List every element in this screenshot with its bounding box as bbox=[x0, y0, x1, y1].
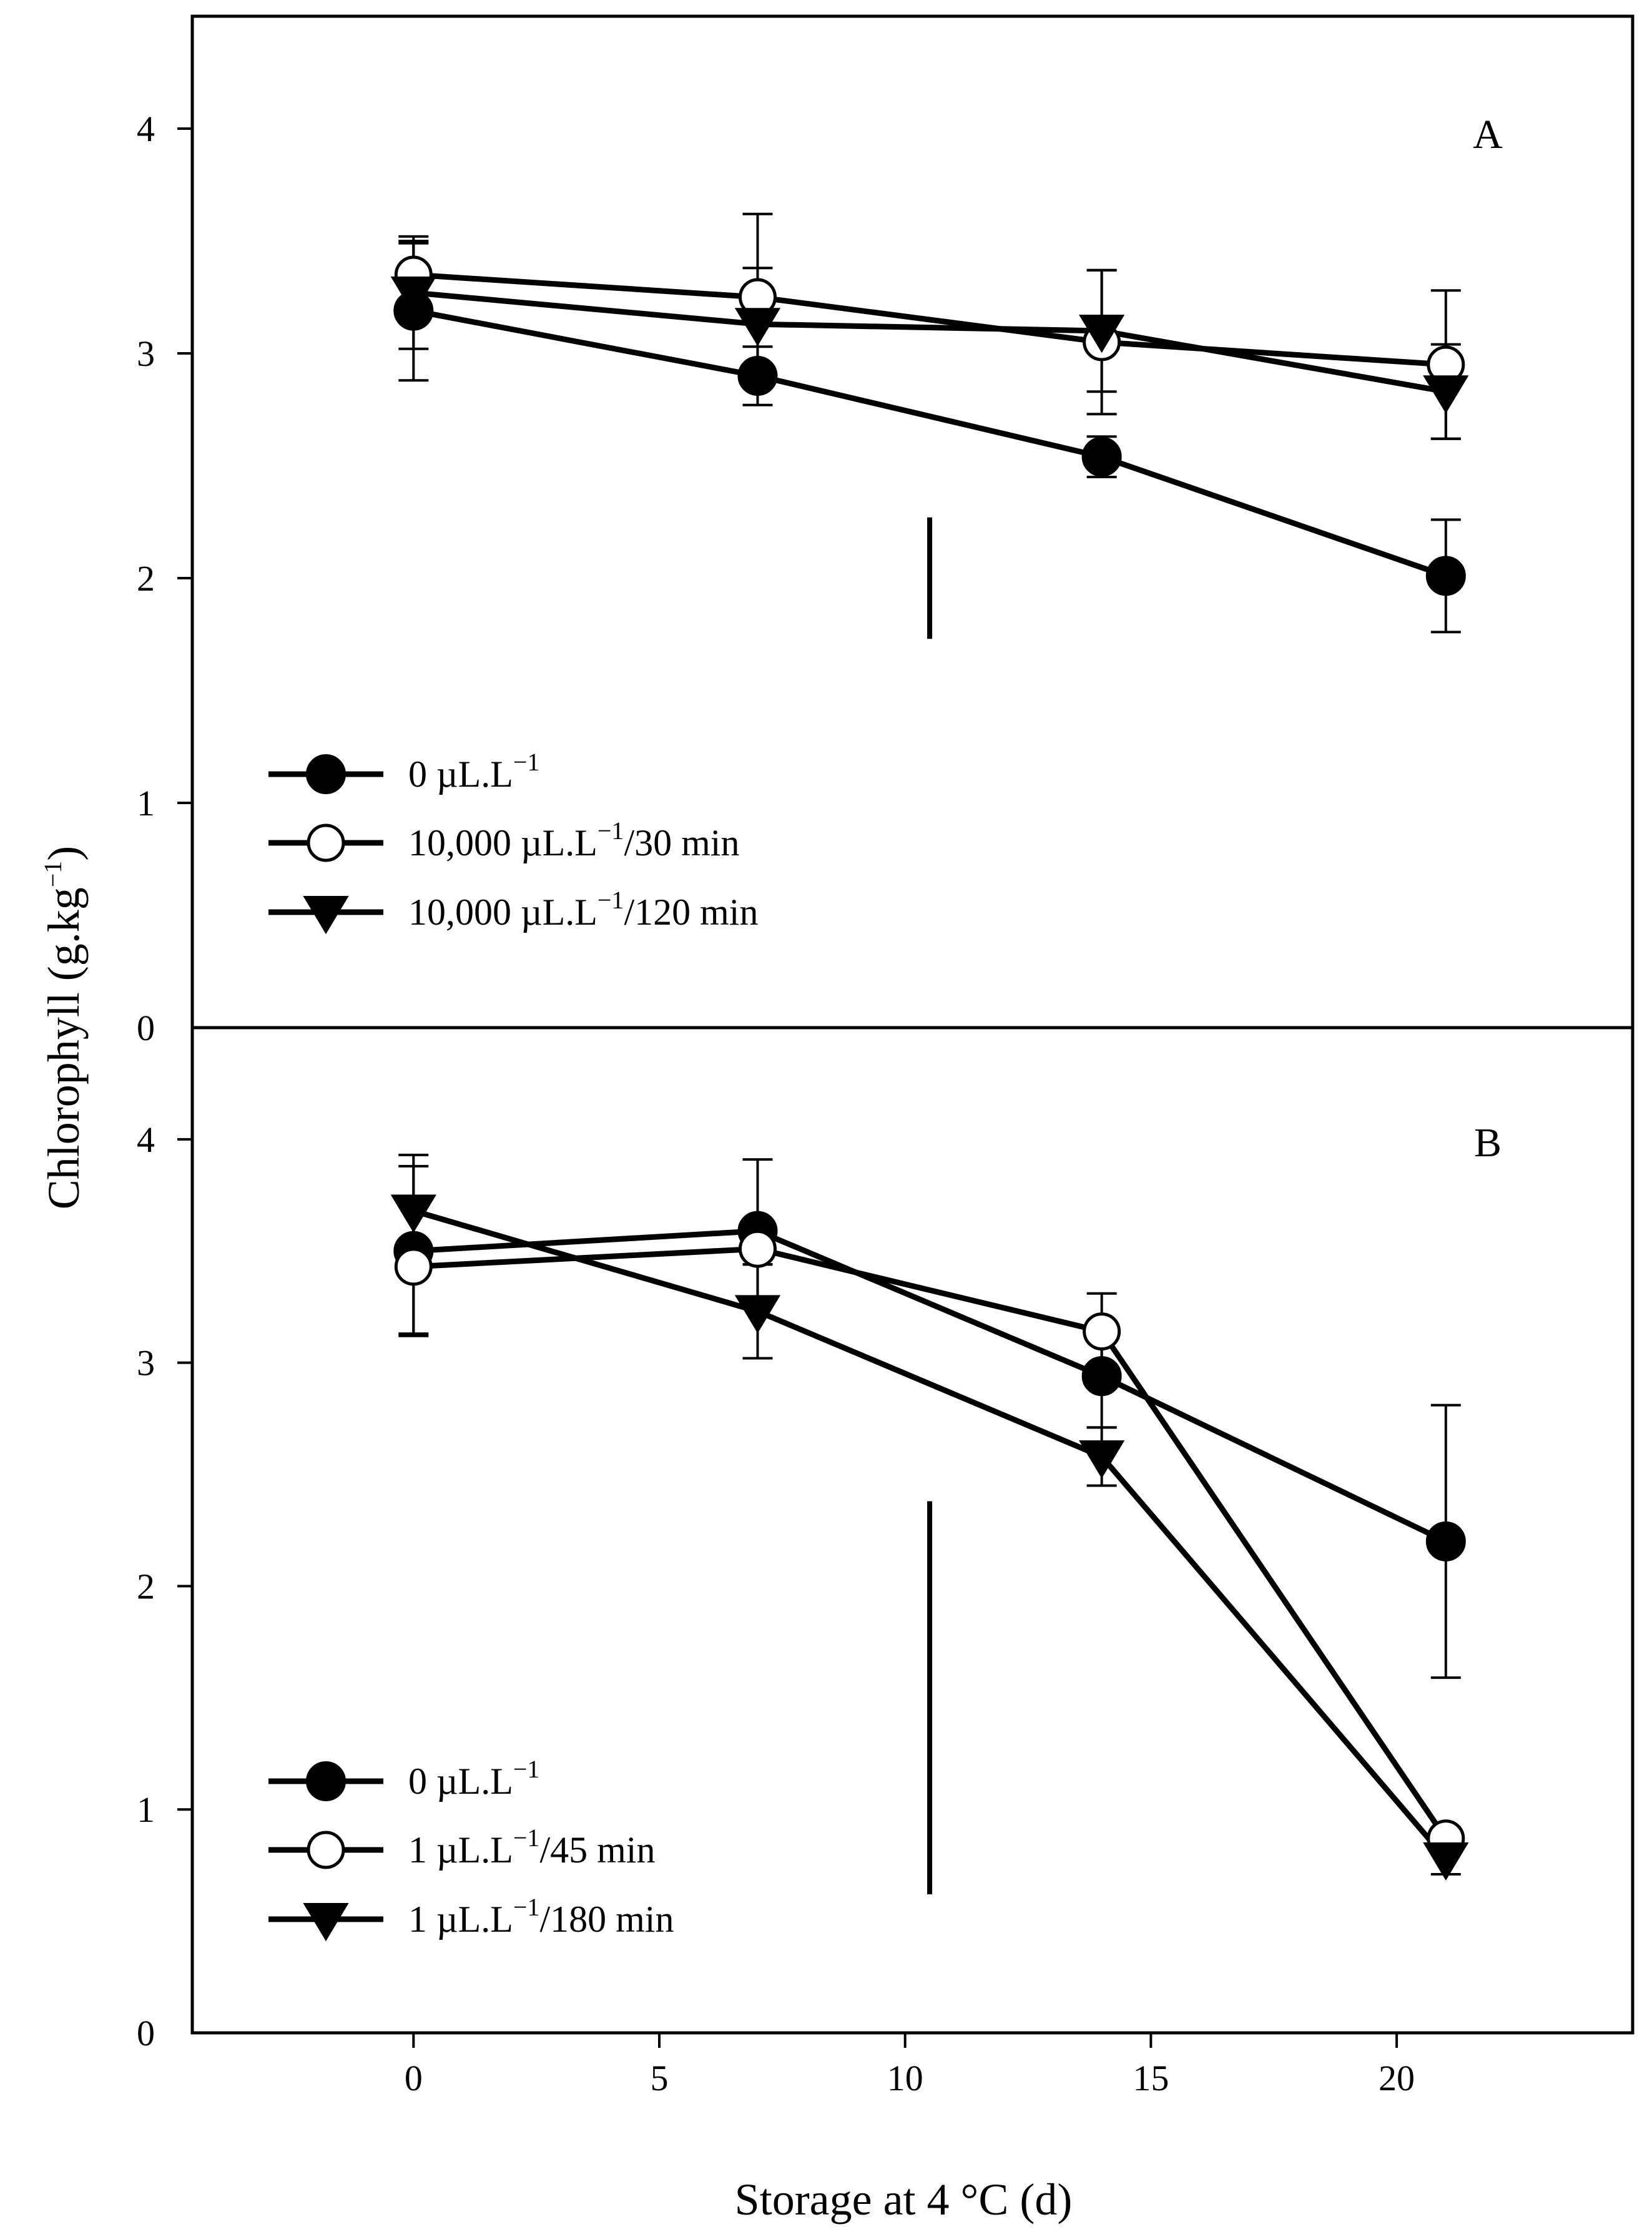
x-tick-label-5: 5 bbox=[651, 2058, 669, 2098]
y-tick-label-0: 0 bbox=[137, 2013, 155, 2053]
panel-b-markers bbox=[390, 1194, 1469, 1881]
legend-label-2: 1 µL.L−1/180 min bbox=[408, 1893, 674, 1940]
panel-b-series-lines bbox=[413, 1208, 1448, 1861]
legend-label-superscript-1: −1 bbox=[597, 817, 624, 845]
legend-label-0: 0 µL.L−1 bbox=[408, 748, 539, 795]
legend-label-main-1: 1 µL.L bbox=[408, 1829, 513, 1871]
data-point-series-2-point-3 bbox=[1423, 375, 1469, 414]
y-tick-label-1: 1 bbox=[137, 1789, 155, 1830]
data-point-series-0-point-1 bbox=[737, 356, 778, 396]
legend-marker-0 bbox=[306, 1761, 346, 1801]
series-line-0 bbox=[413, 308, 1447, 579]
legend-marker-2 bbox=[303, 896, 349, 935]
y-tick-label-2: 2 bbox=[137, 558, 155, 599]
legend-label-suffix-1: /45 min bbox=[539, 1829, 655, 1871]
legend-label-main-2: 10,000 µL.L bbox=[408, 892, 597, 933]
x-tick-label-15: 15 bbox=[1133, 2058, 1169, 2098]
y-tick-label-4: 4 bbox=[137, 1119, 155, 1160]
legend-marker-0 bbox=[306, 754, 346, 794]
series-line-1 bbox=[413, 1246, 1448, 1841]
data-point-series-0-point-3 bbox=[1425, 1521, 1466, 1561]
series-line-2 bbox=[413, 290, 1447, 395]
y-axis-title-close: ) bbox=[39, 846, 89, 861]
data-point-series-1-point-0 bbox=[394, 1247, 433, 1286]
legend-label-superscript-2: −1 bbox=[597, 886, 624, 914]
legend-label-main-0: 0 µL.L bbox=[408, 1761, 513, 1802]
data-point-series-1-point-1 bbox=[738, 1229, 777, 1268]
y-axis-title-main: Chlorophyll (g.kg bbox=[39, 887, 89, 1209]
y-axis-title: Chlorophyll (g.kg−1) bbox=[39, 846, 89, 1210]
legend-label-suffix-2: /120 min bbox=[624, 892, 758, 933]
legend-marker-2 bbox=[303, 1903, 349, 1942]
panel-b-frame bbox=[190, 1026, 1635, 2035]
data-point-series-2-point-3 bbox=[1423, 1842, 1469, 1881]
legend-label-1: 1 µL.L−1/45 min bbox=[408, 1824, 655, 1871]
legend-label-superscript-0: −1 bbox=[513, 1755, 540, 1783]
legend-label-0: 0 µL.L−1 bbox=[408, 1755, 539, 1802]
panel-b-label: B bbox=[1474, 1120, 1502, 1166]
legend-label-1: 10,000 µL.L−1/30 min bbox=[408, 817, 739, 863]
x-tick-label-20: 20 bbox=[1379, 2058, 1415, 2098]
legend-label-superscript-2: −1 bbox=[513, 1893, 540, 1921]
panel-a-series-lines bbox=[413, 272, 1447, 579]
legend-label-2: 10,000 µL.L−1/120 min bbox=[408, 886, 758, 933]
y-tick-label-3: 3 bbox=[137, 1343, 155, 1384]
data-point-series-2-point-1 bbox=[734, 308, 781, 347]
panel-b-y-axis: 0 1 2 3 4 bbox=[137, 1119, 192, 2053]
y-axis-title-superscript: −1 bbox=[39, 861, 67, 888]
data-point-series-2-point-0 bbox=[390, 276, 436, 315]
series-line-1 bbox=[413, 272, 1447, 368]
y-tick-label-1: 1 bbox=[137, 783, 155, 824]
data-point-series-2-point-1 bbox=[734, 1295, 781, 1334]
y-tick-label-4: 4 bbox=[137, 109, 155, 149]
legend-label-suffix-1: /30 min bbox=[624, 822, 739, 863]
y-tick-label-0: 0 bbox=[137, 1008, 155, 1048]
panel-a-label: A bbox=[1473, 112, 1503, 157]
legend-label-superscript-0: −1 bbox=[513, 748, 540, 776]
x-axis-title: Storage at 4 °C (d) bbox=[735, 2175, 1073, 2225]
legend-label-main-1: 10,000 µL.L bbox=[408, 822, 597, 863]
legend-label-main-0: 0 µL.L bbox=[408, 754, 513, 795]
legend-label-main-2: 1 µL.L bbox=[408, 1899, 513, 1940]
data-point-series-2-point-0 bbox=[390, 1194, 436, 1233]
data-point-series-0-point-2 bbox=[1081, 1356, 1122, 1397]
legend-marker-1 bbox=[307, 1831, 345, 1869]
legend-label-superscript-1: −1 bbox=[513, 1824, 540, 1852]
legend-label-suffix-2: /180 min bbox=[539, 1899, 674, 1940]
y-tick-label-2: 2 bbox=[137, 1566, 155, 1606]
y-tick-label-3: 3 bbox=[137, 333, 155, 374]
series-line-0 bbox=[413, 1228, 1447, 1544]
legend-marker-1 bbox=[307, 824, 345, 862]
data-point-series-0-point-2 bbox=[1081, 436, 1122, 477]
panel-a-y-axis: 0 1 2 3 4 bbox=[137, 109, 192, 1048]
x-tick-label-10: 10 bbox=[887, 2058, 923, 2098]
x-tick-label-0: 0 bbox=[405, 2058, 423, 2098]
panel-b-x-axis: 0 5 10 15 20 bbox=[405, 2033, 1415, 2098]
data-point-series-2-point-2 bbox=[1078, 315, 1125, 353]
data-point-series-0-point-3 bbox=[1425, 556, 1466, 596]
series-line-2 bbox=[413, 1208, 1448, 1861]
data-point-series-2-point-2 bbox=[1078, 1440, 1125, 1479]
data-point-series-1-point-2 bbox=[1083, 1312, 1121, 1351]
panel-a-markers bbox=[390, 255, 1469, 596]
